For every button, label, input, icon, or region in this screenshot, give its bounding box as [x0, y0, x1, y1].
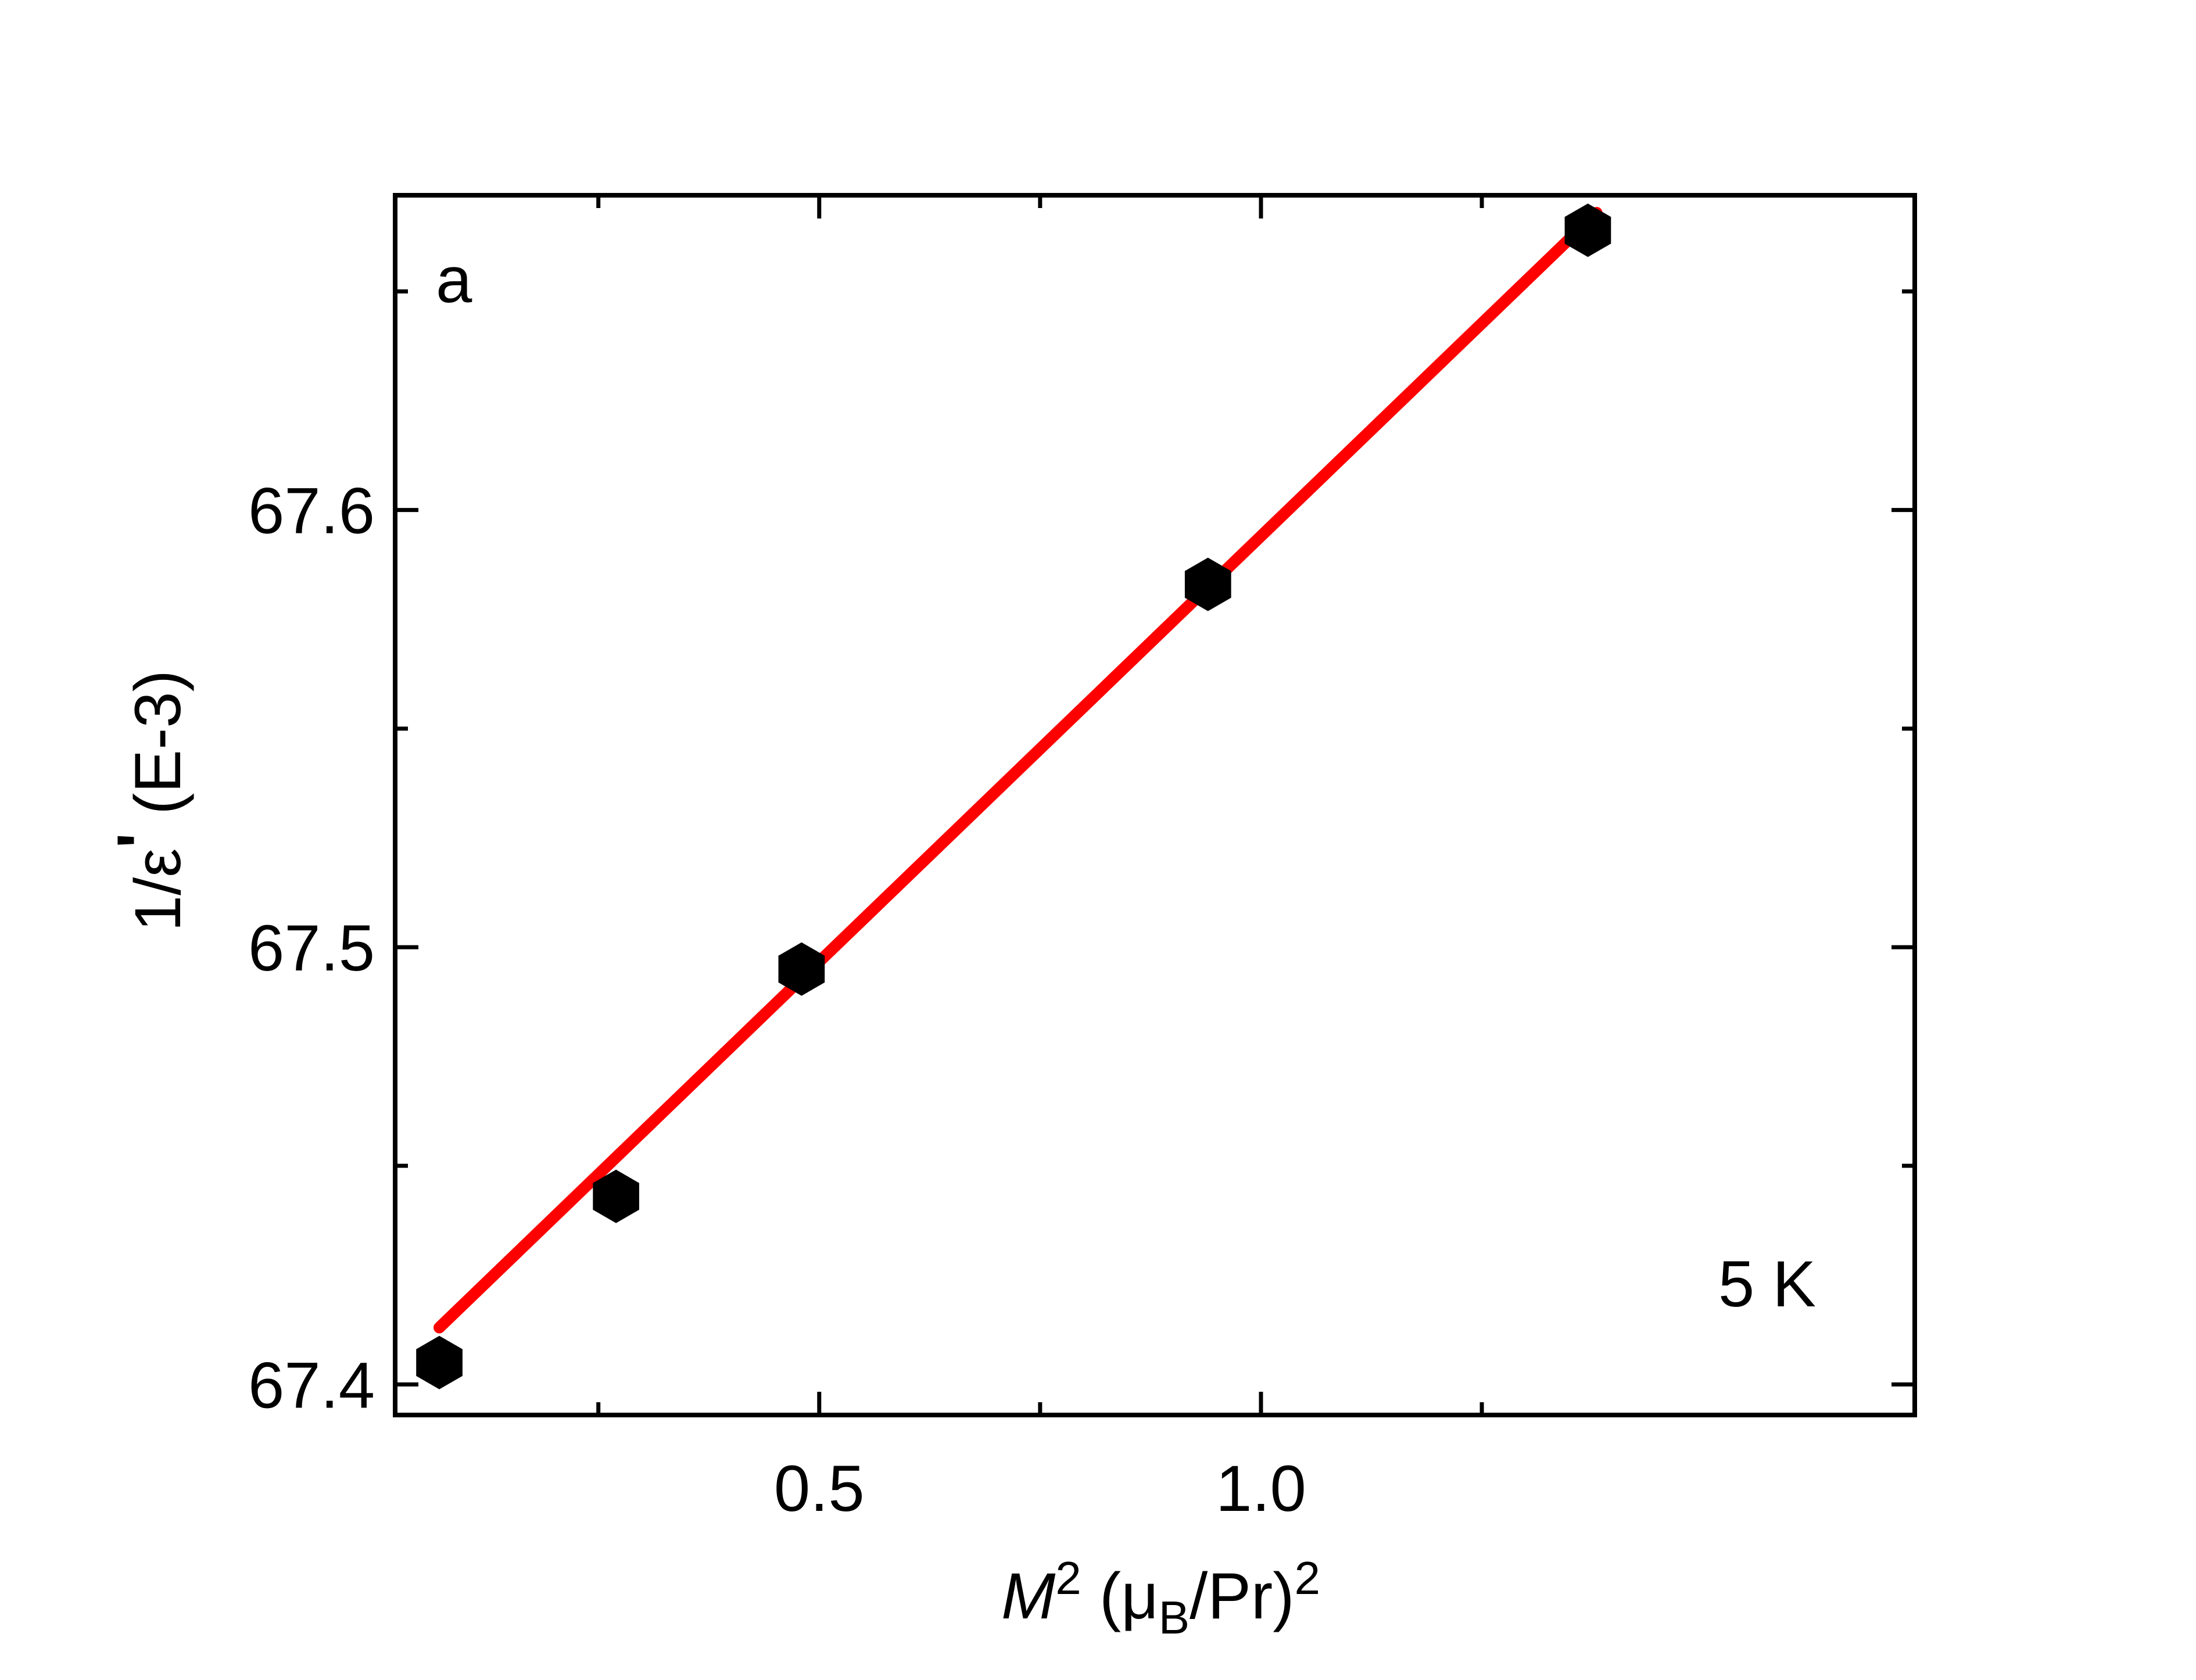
panel-label: a [436, 243, 472, 316]
fit-layer [434, 207, 1603, 1334]
y-title-prime: ' [104, 833, 177, 848]
x-title-sup1: 2 [1055, 1552, 1081, 1604]
y-axis-title: 1/ε' (E-3) [104, 670, 194, 932]
y-tick-label: 67.6 [248, 475, 375, 547]
x-axis-title: M2 (μB/Pr)2 [1001, 1552, 1320, 1643]
plot-frame [393, 193, 1917, 1417]
y-title-main: 1/ε [121, 848, 194, 932]
x-title-sub: B [1159, 1592, 1190, 1643]
x-tick-label: 0.5 [774, 1452, 865, 1525]
x-tick-label: 1.0 [1216, 1452, 1306, 1525]
ticks-layer: 0.5 1.0 67.4 67.5 67.6 [248, 195, 1915, 1525]
x-title-sup2: 2 [1295, 1552, 1321, 1604]
x-title-symbol: M [1001, 1560, 1056, 1632]
y-title-unit: (E-3) [121, 670, 194, 833]
data-point [778, 942, 825, 996]
data-point [593, 1169, 639, 1223]
points-layer [416, 203, 1611, 1389]
data-point [1564, 203, 1611, 257]
data-point [1184, 557, 1231, 611]
y-tick-label: 67.5 [248, 912, 375, 984]
temperature-annotation: 5 K [1718, 1248, 1816, 1320]
x-title-mid: /Pr) [1190, 1560, 1294, 1632]
fit-line [434, 207, 1603, 1334]
y-tick-label: 67.4 [248, 1349, 375, 1421]
x-title-open: (μ [1081, 1560, 1159, 1632]
data-point [416, 1335, 463, 1389]
